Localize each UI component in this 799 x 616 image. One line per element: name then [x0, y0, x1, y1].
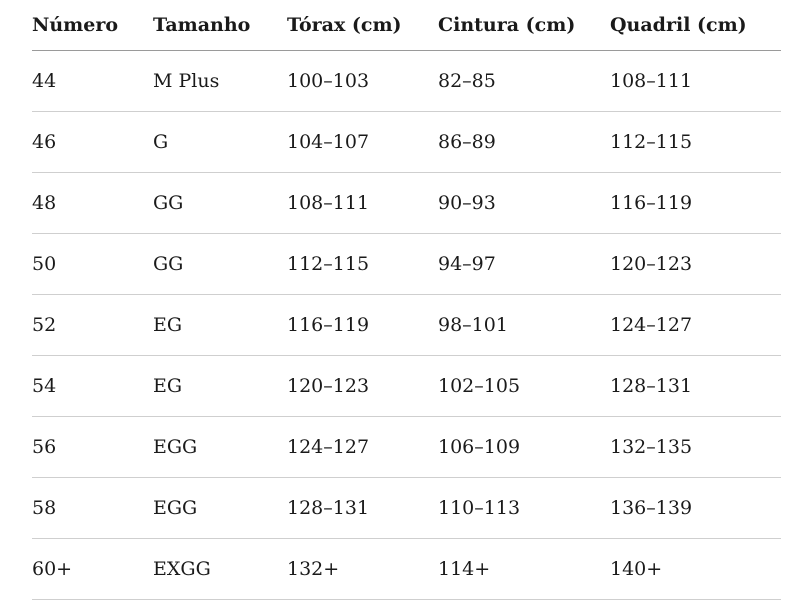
cell-hip: 120–123	[610, 233, 781, 295]
cell-number: 48	[32, 172, 153, 234]
header-hip: Quadril (cm)	[610, 0, 781, 51]
cell-waist: 82–85	[438, 50, 610, 112]
table-row: 46 G 104–107 86–89 112–115	[32, 111, 781, 173]
cell-size: M Plus	[153, 50, 287, 112]
cell-waist: 94–97	[438, 233, 610, 295]
cell-chest: 108–111	[287, 172, 438, 234]
header-number: Número	[32, 0, 153, 51]
cell-waist: 90–93	[438, 172, 610, 234]
cell-hip: 112–115	[610, 111, 781, 173]
cell-waist: 114+	[438, 538, 610, 600]
cell-size: GG	[153, 172, 287, 234]
table-row: 58 EGG 128–131 110–113 136–139	[32, 477, 781, 539]
table-header-row: Número Tamanho Tórax (cm) Cintura (cm) Q…	[32, 0, 781, 51]
header-waist: Cintura (cm)	[438, 0, 610, 51]
size-chart-table: Número Tamanho Tórax (cm) Cintura (cm) Q…	[32, 0, 781, 600]
cell-size: G	[153, 111, 287, 173]
cell-waist: 98–101	[438, 294, 610, 356]
cell-hip: 116–119	[610, 172, 781, 234]
header-chest: Tórax (cm)	[287, 0, 438, 51]
cell-size: EGG	[153, 416, 287, 478]
cell-chest: 124–127	[287, 416, 438, 478]
cell-size: EXGG	[153, 538, 287, 600]
cell-chest: 112–115	[287, 233, 438, 295]
cell-chest: 104–107	[287, 111, 438, 173]
cell-hip: 128–131	[610, 355, 781, 417]
table-row: 44 M Plus 100–103 82–85 108–111	[32, 50, 781, 112]
cell-waist: 86–89	[438, 111, 610, 173]
cell-size: EG	[153, 294, 287, 356]
cell-number: 58	[32, 477, 153, 539]
cell-number: 56	[32, 416, 153, 478]
table-row: 60+ EXGG 132+ 114+ 140+	[32, 538, 781, 600]
cell-number: 54	[32, 355, 153, 417]
cell-size: EGG	[153, 477, 287, 539]
cell-waist: 102–105	[438, 355, 610, 417]
cell-chest: 120–123	[287, 355, 438, 417]
table-body: 44 M Plus 100–103 82–85 108–111 46 G 104–107 86–…	[32, 50, 781, 600]
cell-hip: 132–135	[610, 416, 781, 478]
table-row: 56 EGG 124–127 106–109 132–135	[32, 416, 781, 478]
cell-waist: 106–109	[438, 416, 610, 478]
cell-number: 44	[32, 50, 153, 112]
cell-chest: 116–119	[287, 294, 438, 356]
cell-hip: 140+	[610, 538, 781, 600]
cell-chest: 100–103	[287, 50, 438, 112]
table-row: 50 GG 112–115 94–97 120–123	[32, 233, 781, 295]
cell-size: GG	[153, 233, 287, 295]
table-row: 48 GG 108–111 90–93 116–119	[32, 172, 781, 234]
header-size: Tamanho	[153, 0, 287, 51]
table-row: 52 EG 116–119 98–101 124–127	[32, 294, 781, 356]
table-row: 54 EG 120–123 102–105 128–131	[32, 355, 781, 417]
cell-number: 52	[32, 294, 153, 356]
cell-size: EG	[153, 355, 287, 417]
cell-waist: 110–113	[438, 477, 610, 539]
cell-chest: 132+	[287, 538, 438, 600]
cell-number: 46	[32, 111, 153, 173]
cell-hip: 124–127	[610, 294, 781, 356]
cell-hip: 136–139	[610, 477, 781, 539]
cell-hip: 108–111	[610, 50, 781, 112]
cell-number: 50	[32, 233, 153, 295]
cell-chest: 128–131	[287, 477, 438, 539]
cell-number: 60+	[32, 538, 153, 600]
